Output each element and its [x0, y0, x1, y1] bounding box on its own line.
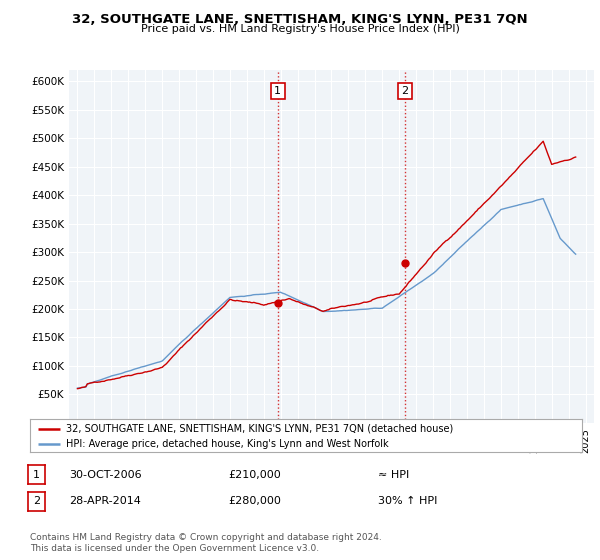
Text: 32, SOUTHGATE LANE, SNETTISHAM, KING'S LYNN, PE31 7QN: 32, SOUTHGATE LANE, SNETTISHAM, KING'S L… — [72, 13, 528, 26]
Text: 2: 2 — [33, 496, 40, 506]
Text: Price paid vs. HM Land Registry's House Price Index (HPI): Price paid vs. HM Land Registry's House … — [140, 24, 460, 34]
Text: Contains HM Land Registry data © Crown copyright and database right 2024.
This d: Contains HM Land Registry data © Crown c… — [30, 533, 382, 553]
Text: HPI: Average price, detached house, King's Lynn and West Norfolk: HPI: Average price, detached house, King… — [66, 439, 389, 449]
Text: £280,000: £280,000 — [228, 496, 281, 506]
Text: 30% ↑ HPI: 30% ↑ HPI — [378, 496, 437, 506]
Text: 1: 1 — [274, 86, 281, 96]
Text: 30-OCT-2006: 30-OCT-2006 — [69, 470, 142, 480]
Text: 2: 2 — [401, 86, 409, 96]
Text: ≈ HPI: ≈ HPI — [378, 470, 409, 480]
Text: £210,000: £210,000 — [228, 470, 281, 480]
Text: 28-APR-2014: 28-APR-2014 — [69, 496, 141, 506]
Text: 1: 1 — [33, 470, 40, 480]
Text: 32, SOUTHGATE LANE, SNETTISHAM, KING'S LYNN, PE31 7QN (detached house): 32, SOUTHGATE LANE, SNETTISHAM, KING'S L… — [66, 423, 453, 433]
